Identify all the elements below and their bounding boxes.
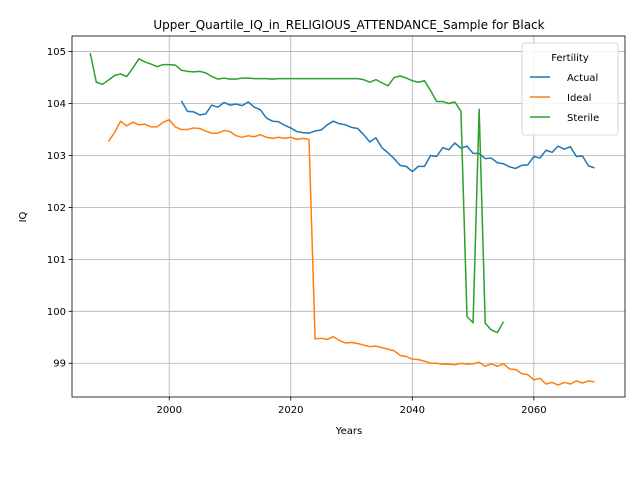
- y-tick-label: 100: [47, 307, 66, 318]
- legend: Fertility Actual Ideal Sterile: [521, 42, 619, 136]
- x-axis: 2000 2020 2040 2060: [157, 397, 547, 416]
- y-tick-label: 104: [47, 99, 66, 110]
- series-line-ideal: [107, 118, 595, 386]
- legend-label-sterile: Sterile: [567, 113, 599, 124]
- y-tick-label: 99: [53, 359, 66, 370]
- legend-title: Fertility: [551, 53, 589, 64]
- y-axis-label: IQ: [18, 211, 29, 222]
- legend-label-actual: Actual: [567, 73, 598, 84]
- legend-entries: Actual Ideal Sterile: [530, 73, 599, 124]
- x-tick-label: 2040: [400, 405, 425, 416]
- plot-frame: [71, 35, 626, 398]
- y-tick-label: 105: [47, 47, 66, 58]
- y-tick-label: 101: [47, 255, 66, 266]
- series-line-sterile: [89, 52, 505, 334]
- y-tick-label: 103: [47, 151, 66, 162]
- y-tick-label: 102: [47, 203, 66, 214]
- legend-box: [521, 42, 619, 136]
- x-axis-label: Years: [335, 426, 362, 437]
- x-tick-label: 2000: [157, 405, 182, 416]
- series-lines: [89, 52, 595, 386]
- x-tick-label: 2060: [521, 405, 546, 416]
- legend-label-ideal: Ideal: [567, 93, 591, 104]
- x-tick-label: 2020: [278, 405, 303, 416]
- y-axis: 99 100 101 102 103 104 105: [47, 47, 72, 370]
- series-line-actual: [180, 100, 595, 173]
- chart-title: Upper_Quartile_IQ_in_RELIGIOUS_ATTENDANC…: [153, 18, 544, 32]
- grid: [72, 36, 625, 397]
